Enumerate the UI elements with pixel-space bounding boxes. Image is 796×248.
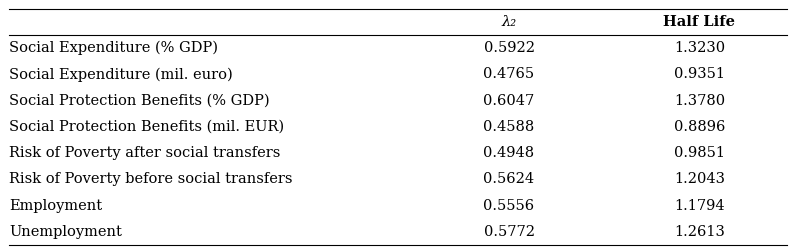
Text: Risk of Poverty before social transfers: Risk of Poverty before social transfers [10,172,293,186]
Text: 1.3780: 1.3780 [674,93,725,108]
Text: Social Expenditure (mil. euro): Social Expenditure (mil. euro) [10,67,233,82]
Text: 0.5624: 0.5624 [483,172,535,186]
Text: 1.2613: 1.2613 [674,225,725,239]
Text: 0.9851: 0.9851 [674,146,725,160]
Text: 0.9351: 0.9351 [674,67,725,81]
Text: 0.4948: 0.4948 [483,146,535,160]
Text: 1.3230: 1.3230 [674,41,725,55]
Text: 0.5922: 0.5922 [483,41,535,55]
Text: 1.1794: 1.1794 [674,199,724,213]
Text: 0.5772: 0.5772 [483,225,535,239]
Text: 0.8896: 0.8896 [673,120,725,134]
Text: Unemployment: Unemployment [10,225,123,239]
Text: Social Protection Benefits (mil. EUR): Social Protection Benefits (mil. EUR) [10,120,284,134]
Text: Social Protection Benefits (% GDP): Social Protection Benefits (% GDP) [10,93,270,108]
Text: Risk of Poverty after social transfers: Risk of Poverty after social transfers [10,146,281,160]
Text: Employment: Employment [10,199,103,213]
Text: 0.4588: 0.4588 [483,120,535,134]
Text: 1.2043: 1.2043 [674,172,725,186]
Text: Social Expenditure (% GDP): Social Expenditure (% GDP) [10,41,218,55]
Text: 0.4765: 0.4765 [483,67,535,81]
Text: Half Life: Half Life [663,15,736,29]
Text: 0.6047: 0.6047 [483,93,535,108]
Text: λ₂: λ₂ [501,15,517,29]
Text: 0.5556: 0.5556 [483,199,535,213]
